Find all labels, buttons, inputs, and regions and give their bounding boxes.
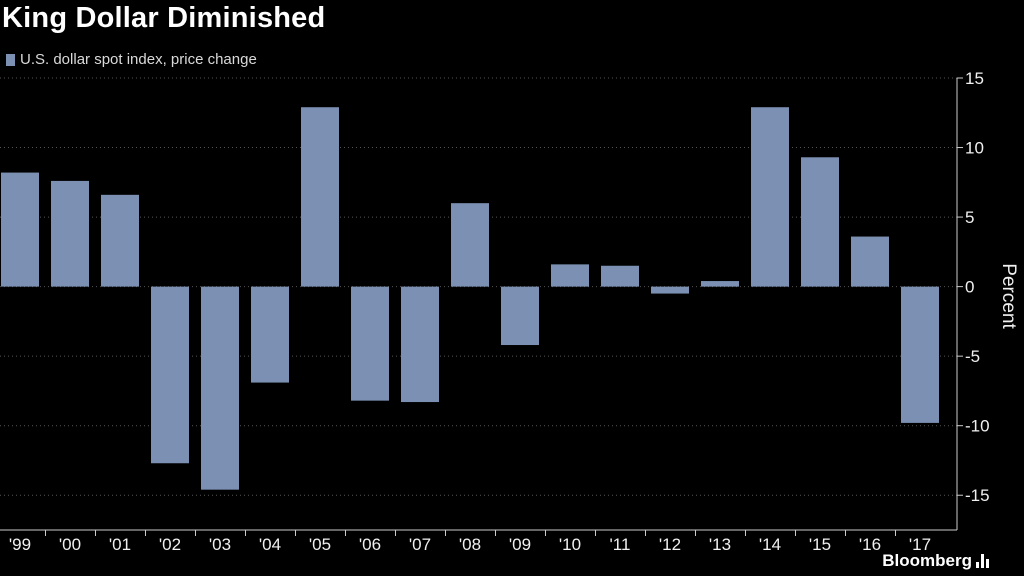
x-tick-label: '07 [409, 535, 431, 554]
x-tick-label: '04 [259, 535, 281, 554]
legend-swatch [6, 53, 15, 66]
x-tick-label: '03 [209, 535, 231, 554]
chart-title: King Dollar Diminished [2, 2, 326, 34]
x-tick-label: '06 [359, 535, 381, 554]
bar-12 [651, 286, 689, 294]
x-tick-label: '14 [759, 535, 781, 554]
x-tick-label: '13 [709, 535, 731, 554]
x-tick-label: '02 [159, 535, 181, 554]
brand-logo: Bloomberg [882, 551, 990, 571]
bloomberg-bars-icon [976, 554, 990, 568]
bar-10 [551, 264, 589, 287]
bar-11 [601, 265, 639, 287]
x-tick-label: '12 [659, 535, 681, 554]
x-tick-label: '10 [559, 535, 581, 554]
bar-05 [301, 107, 339, 287]
x-tick-label: '11 [610, 535, 631, 554]
legend: U.S. dollar spot index, price change [6, 51, 257, 68]
x-tick-label: '09 [509, 535, 531, 554]
bar-08 [451, 203, 489, 287]
x-tick-label: '16 [859, 535, 881, 554]
y-tick-label: 0 [965, 278, 974, 297]
bar-01 [101, 194, 139, 287]
bar-06 [351, 286, 389, 401]
bar-02 [151, 286, 189, 464]
y-tick-label: -10 [965, 417, 990, 436]
x-tick-label: '08 [459, 535, 481, 554]
y-tick-label: -5 [965, 347, 980, 366]
y-tick-label: 10 [965, 139, 984, 158]
bar-09 [501, 286, 539, 346]
y-tick-label: 5 [965, 208, 974, 227]
y-tick-label: 15 [965, 69, 984, 88]
tick-labels: 15 10 5 0 -5 -10 -15 '99 '00 '01 '02 '03 '04 '05 '06 '0… [9, 69, 1019, 554]
x-tick-label: '01 [109, 535, 131, 554]
x-tick-label: '05 [309, 535, 331, 554]
bars [1, 107, 939, 490]
x-tick-label: '00 [59, 535, 81, 554]
bar-03 [201, 286, 239, 490]
bar-13 [701, 281, 739, 287]
bar-00 [51, 180, 89, 287]
bar-99 [1, 172, 39, 287]
bar-15 [801, 157, 839, 287]
x-tick-label: '99 [9, 535, 31, 554]
legend-label: U.S. dollar spot index, price change [20, 51, 257, 68]
y-tick-label: -15 [965, 486, 990, 505]
axes [0, 77, 963, 536]
bar-17 [901, 286, 939, 423]
bar-14 [751, 107, 789, 287]
x-tick-label: '17 [909, 535, 931, 554]
bar-04 [251, 286, 289, 383]
bar-16 [851, 236, 889, 287]
bar-07 [401, 286, 439, 403]
brand-name: Bloomberg [882, 551, 972, 570]
x-tick-label: '15 [809, 535, 831, 554]
y-axis-label: Percent [998, 263, 1019, 329]
